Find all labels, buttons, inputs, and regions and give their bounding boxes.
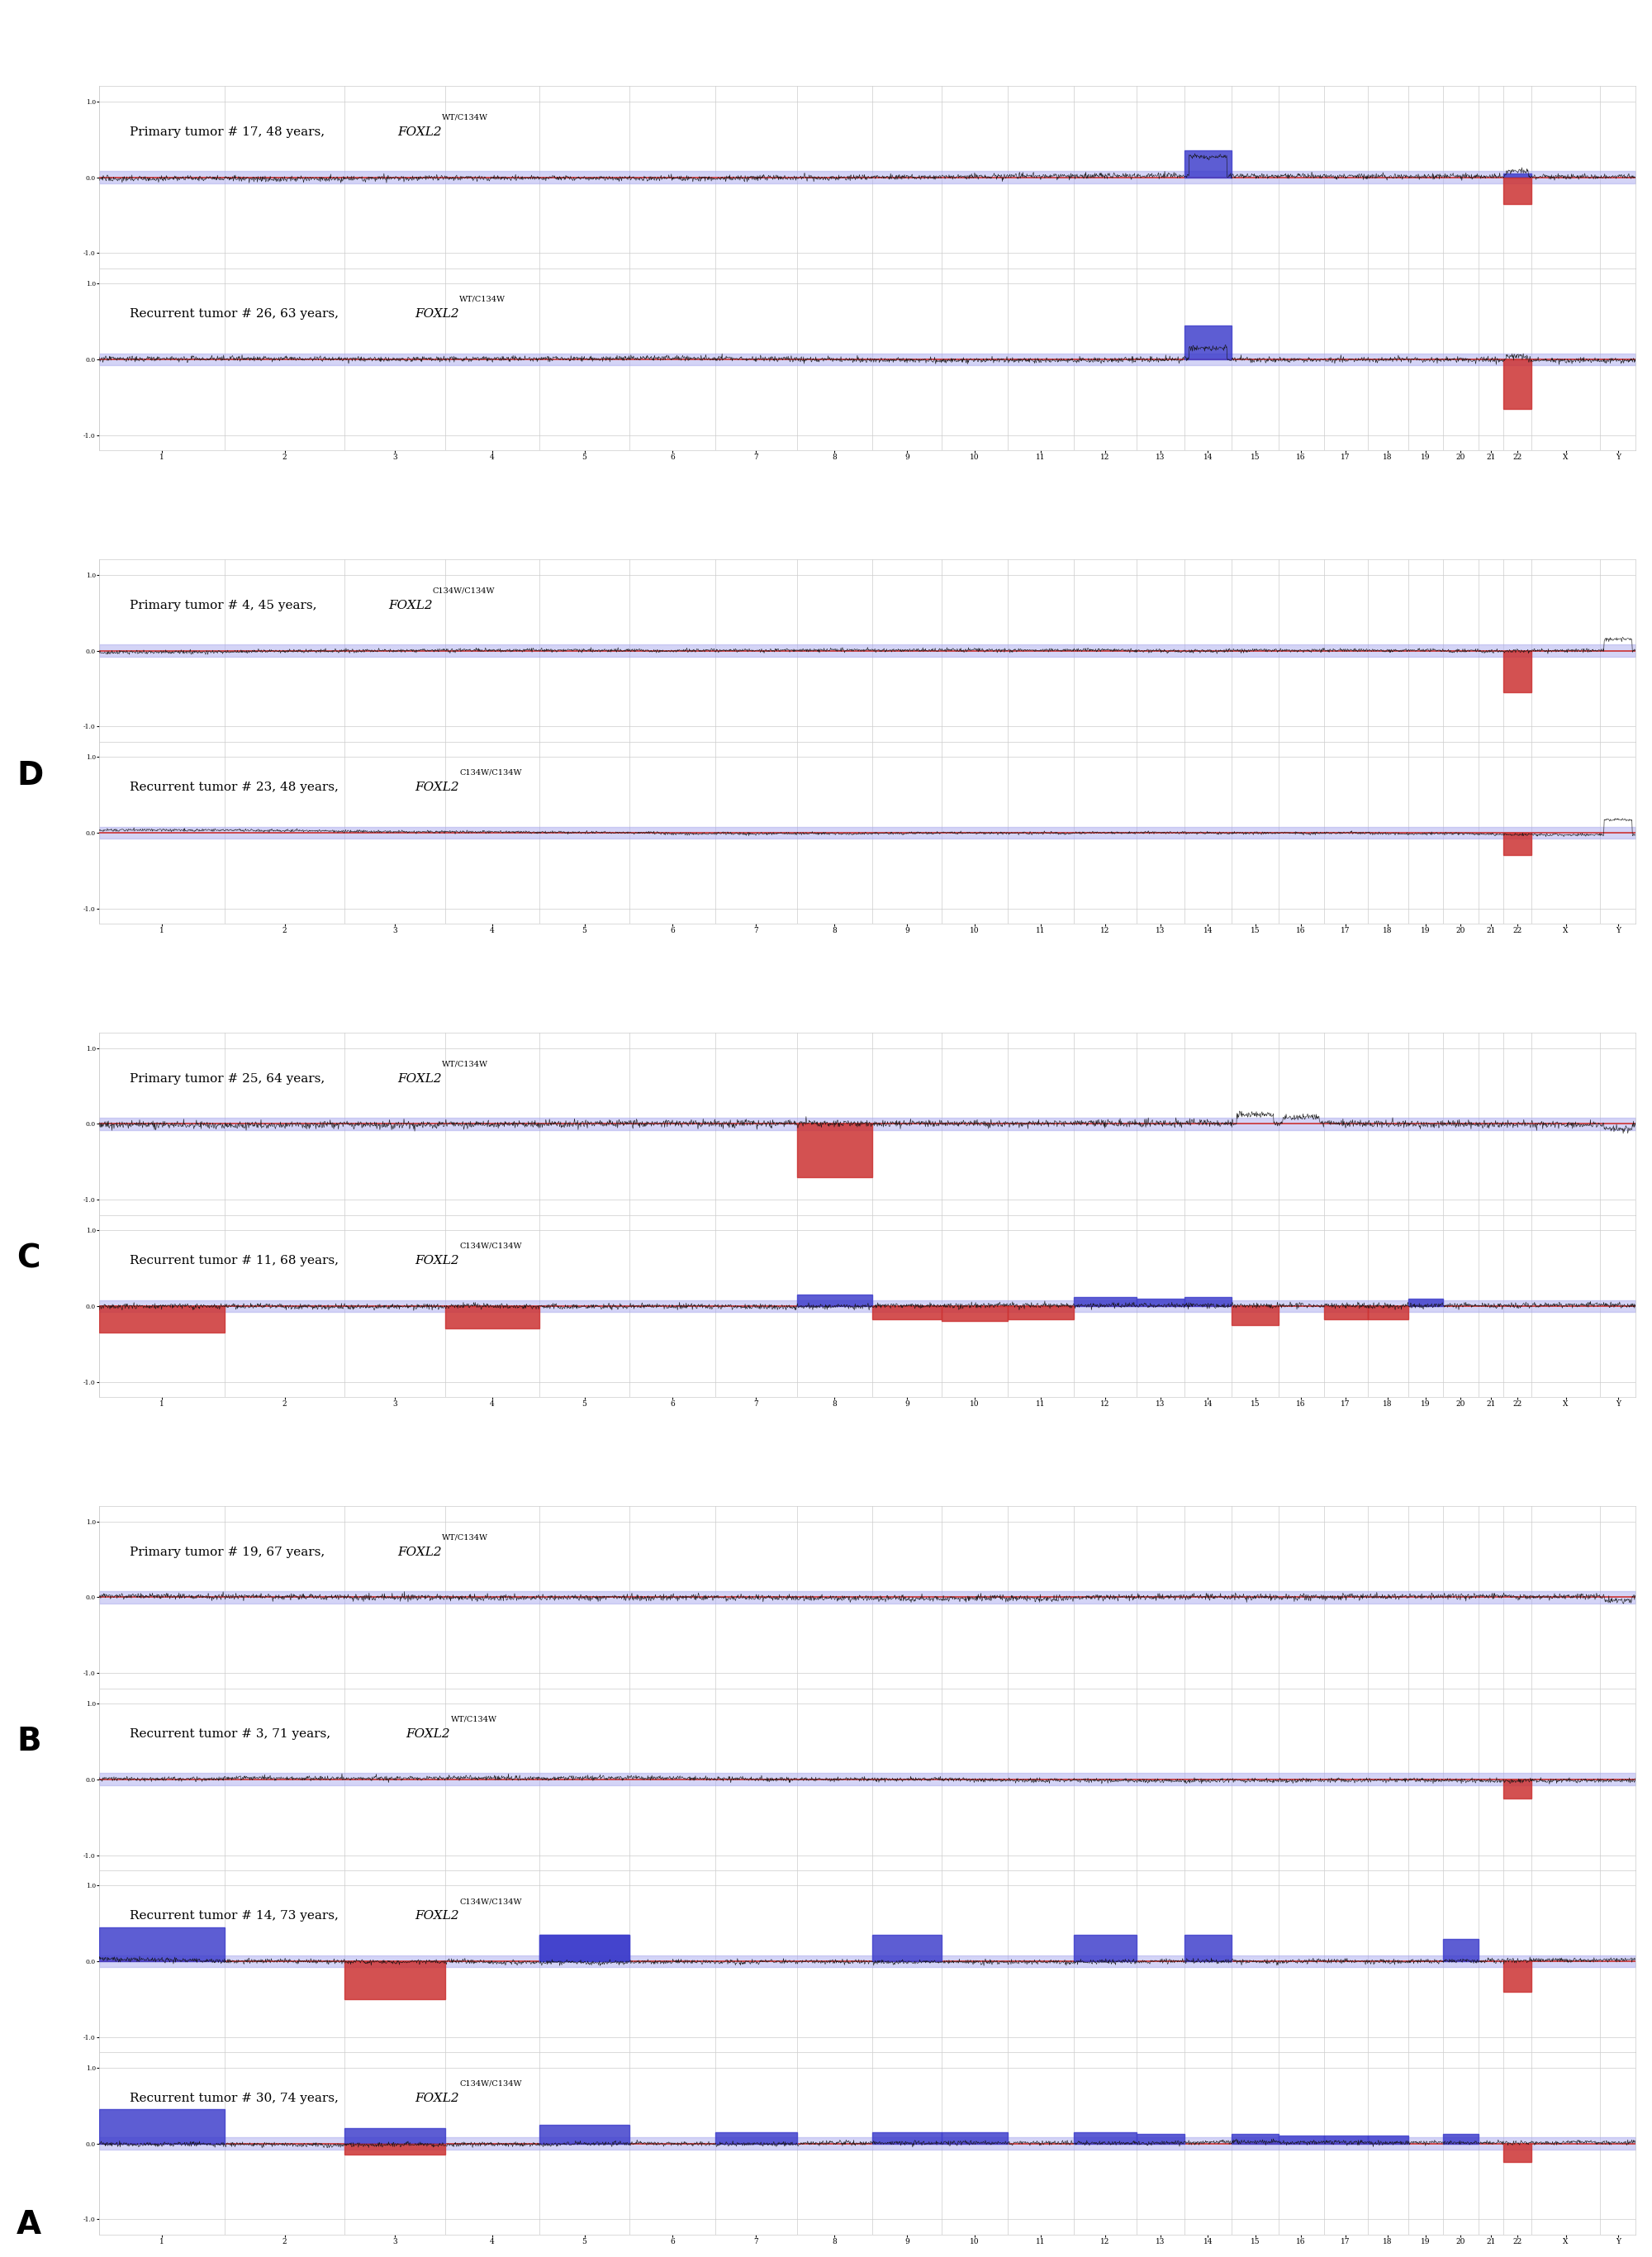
Text: Recurrent tumor # 3, 71 years,: Recurrent tumor # 3, 71 years, — [131, 1729, 335, 1740]
Bar — [1323, 2135, 1368, 2144]
Text: Primary tumor # 25, 64 years,: Primary tumor # 25, 64 years, — [131, 1072, 329, 1086]
Bar — [344, 2128, 444, 2144]
Bar — [1444, 2135, 1479, 2144]
Text: Recurrent tumor # 30, 74 years,: Recurrent tumor # 30, 74 years, — [131, 2092, 342, 2104]
Text: WT/C134W: WT/C134W — [441, 113, 487, 122]
Bar — [1279, 2135, 1323, 2144]
Text: C134W/C134W: C134W/C134W — [459, 2079, 522, 2088]
Text: D: D — [17, 761, 43, 792]
Bar — [1368, 1307, 1408, 1320]
Text: FOXL2: FOXL2 — [388, 600, 433, 612]
Text: Primary tumor # 17, 48 years,: Primary tumor # 17, 48 years, — [131, 126, 329, 138]
Bar — [1408, 1298, 1444, 1307]
Text: C134W/C134W: C134W/C134W — [459, 1241, 522, 1250]
Text: FOXL2: FOXL2 — [396, 1072, 441, 1086]
Bar — [1137, 1298, 1184, 1307]
Bar — [539, 1934, 629, 1961]
Bar — [1184, 325, 1232, 359]
Bar — [1323, 1307, 1368, 1320]
Text: Recurrent tumor # 26, 63 years,: Recurrent tumor # 26, 63 years, — [131, 309, 344, 320]
Bar — [1503, 833, 1531, 855]
Text: B: B — [17, 1727, 41, 1758]
Text: FOXL2: FOXL2 — [415, 2092, 459, 2104]
Bar — [715, 2133, 796, 2144]
Bar — [1232, 2135, 1279, 2144]
Text: FOXL2: FOXL2 — [396, 1546, 441, 1557]
Text: Primary tumor # 4, 45 years,: Primary tumor # 4, 45 years, — [131, 600, 320, 612]
Bar — [1184, 151, 1232, 178]
Text: FOXL2: FOXL2 — [406, 1729, 451, 1740]
Bar — [1503, 178, 1531, 203]
Text: FOXL2: FOXL2 — [396, 126, 441, 138]
Bar — [872, 1307, 942, 1320]
Bar — [1008, 1307, 1074, 1320]
Bar — [99, 1927, 225, 1961]
Bar — [1184, 1298, 1232, 1307]
Text: Recurrent tumor # 14, 73 years,: Recurrent tumor # 14, 73 years, — [131, 1909, 342, 1923]
Text: WT/C134W: WT/C134W — [441, 1061, 487, 1068]
Bar — [1444, 1939, 1479, 1961]
Bar — [344, 1961, 444, 2000]
Text: Primary tumor # 19, 67 years,: Primary tumor # 19, 67 years, — [131, 1546, 329, 1557]
Bar — [344, 2144, 444, 2155]
Text: C134W/C134W: C134W/C134W — [459, 1898, 522, 1905]
Text: A: A — [17, 2210, 41, 2241]
Bar — [1503, 174, 1531, 178]
Bar — [1074, 1298, 1137, 1307]
Bar — [1074, 1934, 1137, 1961]
Text: WT/C134W: WT/C134W — [459, 296, 506, 302]
Text: WT/C134W: WT/C134W — [441, 1533, 487, 1542]
Text: FOXL2: FOXL2 — [415, 1255, 459, 1266]
Bar — [796, 1296, 872, 1307]
Text: WT/C134W: WT/C134W — [451, 1715, 497, 1722]
Bar — [872, 1934, 942, 1961]
Bar — [1503, 650, 1531, 693]
Bar — [1503, 359, 1531, 409]
Text: FOXL2: FOXL2 — [415, 781, 459, 792]
Bar — [1137, 2135, 1184, 2144]
Bar — [1184, 1934, 1232, 1961]
Text: Recurrent tumor # 11, 68 years,: Recurrent tumor # 11, 68 years, — [131, 1255, 344, 1266]
Bar — [444, 1307, 539, 1329]
Bar — [539, 2124, 629, 2144]
Bar — [99, 2110, 225, 2144]
Text: FOXL2: FOXL2 — [415, 309, 459, 320]
Bar — [99, 1307, 225, 1332]
Text: Recurrent tumor # 23, 48 years,: Recurrent tumor # 23, 48 years, — [131, 781, 342, 792]
Bar — [1503, 1779, 1531, 1799]
Bar — [1074, 2133, 1137, 2144]
Text: C134W/C134W: C134W/C134W — [433, 587, 496, 594]
Bar — [942, 1307, 1008, 1320]
Text: C: C — [17, 1244, 40, 1275]
Text: FOXL2: FOXL2 — [415, 1909, 459, 1923]
Bar — [1368, 2135, 1408, 2144]
Bar — [942, 2133, 1008, 2144]
Bar — [1503, 1961, 1531, 1991]
Bar — [872, 2133, 942, 2144]
Bar — [796, 1124, 872, 1178]
Bar — [1232, 1307, 1279, 1325]
Bar — [539, 1934, 629, 1961]
Text: C134W/C134W: C134W/C134W — [459, 770, 522, 776]
Bar — [1503, 2144, 1531, 2162]
